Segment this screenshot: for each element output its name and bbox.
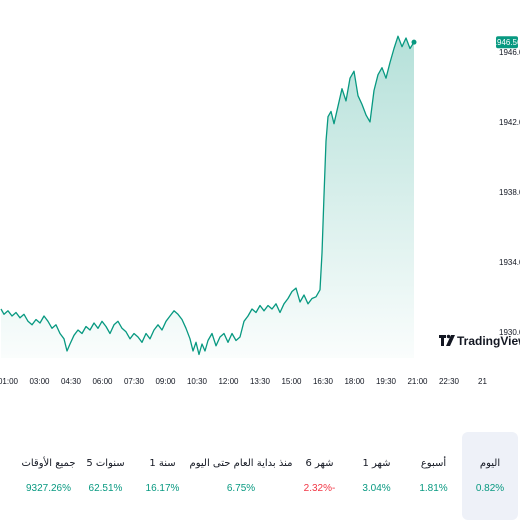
last-price-badge: 1946.56: [493, 36, 520, 49]
period-label: 1 شهر: [362, 458, 391, 469]
x-tick-label: 22:30: [439, 377, 460, 386]
x-tick-label: 13:30: [250, 377, 271, 386]
x-tick-label: 06:00: [92, 377, 113, 386]
period-tab[interactable]: منذ بداية العام حتى اليوم 6.75%: [189, 432, 293, 520]
period-change-value: 62.51%: [88, 483, 123, 494]
y-tick-label: 1930.00: [499, 328, 520, 337]
tradingview-logo-icon: [439, 334, 455, 346]
x-tick-label: 16:30: [313, 377, 334, 386]
x-tick-label: 07:30: [124, 377, 145, 386]
price-line-layer: [0, 35, 417, 356]
period-label: أسبوع: [420, 458, 447, 469]
x-tick-label: 15:00: [281, 377, 302, 386]
area-fill-layer: [1, 36, 414, 358]
last-price-value: 1946.56: [493, 38, 520, 47]
y-tick-label: 1942.00: [499, 118, 520, 127]
x-tick-label: 19:30: [376, 377, 397, 386]
y-tick-label: 1938.00: [499, 188, 520, 197]
price-chart[interactable]: 1930.00 1934.00 1938.00 1942.00 1946.00 01:0…: [0, 0, 520, 400]
last-point-marker: [411, 39, 417, 45]
y-tick-label: 1934.00: [499, 258, 520, 267]
price-line: [0, 35, 415, 356]
x-tick-label: 01:00: [0, 377, 19, 386]
period-change-value: 2.32%-: [303, 483, 336, 494]
period-label: منذ بداية العام حتى اليوم: [189, 458, 293, 469]
period-label: اليوم: [479, 458, 501, 469]
y-tick-label: 1946.00: [499, 48, 520, 57]
period-tab[interactable]: 1 شهر 3.04%: [348, 432, 405, 520]
price-chart-svg[interactable]: 1930.00 1934.00 1938.00 1942.00 1946.00 01:0…: [0, 0, 520, 400]
period-label: 6 شهر: [305, 458, 334, 469]
period-label: جميع الأوقات: [21, 458, 76, 469]
x-tick-label: 04:30: [61, 377, 82, 386]
period-tab[interactable]: 1 سنة 16.17%: [134, 432, 191, 520]
period-tab[interactable]: 5 سنوات 62.51%: [77, 432, 134, 520]
period-change-value: 16.17%: [145, 483, 180, 494]
x-tick-label: 18:00: [344, 377, 365, 386]
tradingview-logo-text: TradingView: [457, 334, 520, 348]
period-tab[interactable]: اليوم 0.82%: [462, 432, 518, 520]
period-change-value: 9327.26%: [25, 483, 72, 494]
period-tab[interactable]: جميع الأوقات 9327.26%: [20, 432, 77, 520]
x-tick-label: 09:00: [155, 377, 176, 386]
period-tab[interactable]: 6 شهر 2.32%-: [291, 432, 348, 520]
period-change-value: 6.75%: [226, 483, 256, 494]
x-tick-label: 03:00: [29, 377, 50, 386]
tradingview-logo[interactable]: TradingView: [439, 334, 520, 348]
x-tick-label: 12:00: [218, 377, 239, 386]
area-fill: [1, 36, 414, 358]
x-tick-label: 21:00: [407, 377, 428, 386]
last-price-badge-bg: [496, 36, 518, 49]
period-change-value: 0.82%: [475, 483, 505, 494]
x-axis: 01:00 03:00 04:30 06:00 07:30 09:00 10:30 12:00…: [0, 377, 487, 386]
period-label: 1 سنة: [149, 458, 176, 469]
period-label: 5 سنوات: [86, 458, 125, 469]
performance-periods: اليوم 0.82% أسبوع 1.81% 1 شهر 3.04% 6 شهر 2.32%…: [0, 432, 520, 520]
y-axis: 1930.00 1934.00 1938.00 1942.00 1946.00: [499, 48, 520, 337]
period-change-value: 3.04%: [362, 483, 391, 494]
x-tick-label: 10:30: [187, 377, 208, 386]
period-tab[interactable]: أسبوع 1.81%: [405, 432, 462, 520]
x-tick-label: 21: [478, 377, 487, 386]
period-change-value: 1.81%: [419, 483, 448, 494]
